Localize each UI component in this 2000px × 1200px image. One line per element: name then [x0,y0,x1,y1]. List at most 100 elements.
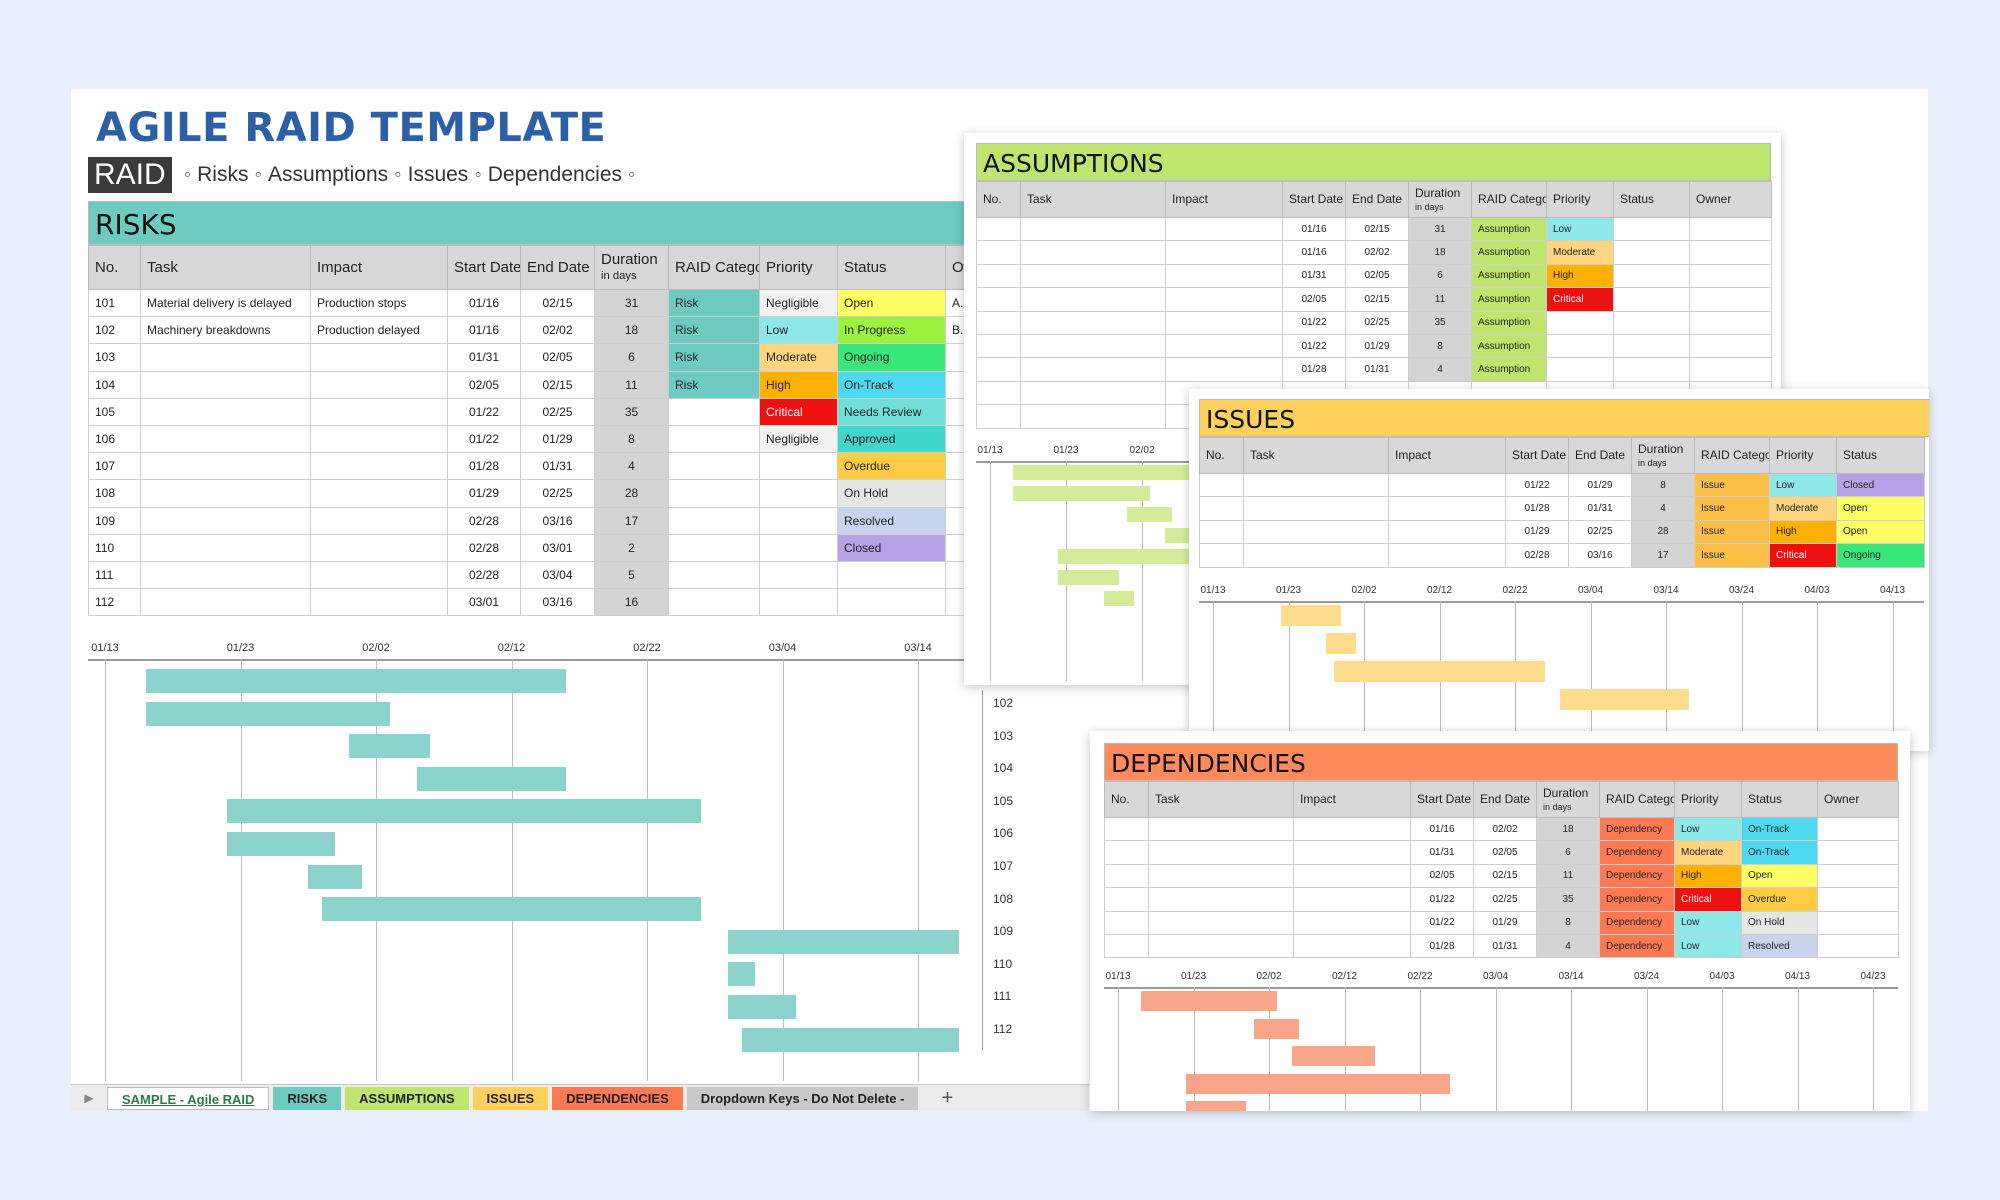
table-cell-cat[interactable]: Assumption [1471,240,1547,265]
table-cell-impact[interactable] [310,560,448,590]
table-cell-priority[interactable] [1546,333,1614,359]
table-cell-start[interactable]: 01/16 [1282,240,1346,265]
table-cell-cat[interactable]: Dependency [1599,933,1675,959]
table-cell-priority[interactable]: High [1674,863,1742,889]
table-cell-impact[interactable] [310,452,448,481]
table-cell-dur[interactable]: 18 [1408,240,1472,265]
table-cell-no[interactable]: 107 [88,452,141,481]
table-cell-status[interactable]: Open [837,288,946,318]
gantt-bar[interactable] [728,995,797,1019]
table-cell-dur[interactable]: 31 [1408,216,1472,242]
table-cell-task[interactable] [140,397,311,426]
table-cell-status[interactable]: Overdue [1741,887,1818,912]
table-cell-priority[interactable]: Low [759,316,838,345]
gantt-bar[interactable] [226,832,336,856]
tab-scroll-right-icon[interactable]: ▶ [84,1091,94,1105]
table-cell-empty[interactable] [1199,496,1244,521]
table-cell-dur[interactable]: 6 [1408,263,1472,289]
table-cell-end[interactable]: 02/05 [520,343,595,372]
table-cell-empty[interactable] [1104,933,1149,959]
table-cell-empty[interactable] [1293,910,1411,935]
table-cell-status[interactable]: Resolved [837,506,946,535]
table-cell-no[interactable]: 111 [88,560,141,590]
table-cell-task[interactable] [140,506,311,535]
table-cell-empty[interactable] [1148,840,1294,865]
gantt-bar[interactable] [728,929,959,954]
table-cell-start[interactable]: 01/16 [1282,216,1346,242]
table-cell-end[interactable]: 01/31 [1473,933,1537,959]
table-cell-impact[interactable] [310,479,448,508]
table-cell-status[interactable]: In Progress [837,316,946,345]
table-cell-start[interactable]: 01/22 [1410,887,1474,912]
table-cell-empty[interactable] [1388,472,1506,498]
table-cell-no[interactable]: 110 [88,533,141,562]
table-cell-empty[interactable] [1243,519,1389,545]
gantt-bar[interactable] [145,669,566,693]
table-cell-priority[interactable]: Low [1674,816,1742,842]
table-cell-end[interactable]: 03/16 [520,588,595,617]
table-cell-task[interactable] [140,588,311,617]
table-cell-empty[interactable] [976,240,1021,265]
table-cell-status[interactable]: Open [1836,519,1925,545]
table-cell-priority[interactable]: Critical [1769,543,1837,568]
table-cell-status[interactable]: On Hold [1741,910,1818,935]
table-cell-priority[interactable]: Moderate [759,343,838,372]
table-cell-start[interactable]: 01/31 [1282,263,1346,289]
table-cell-empty[interactable] [1293,933,1411,959]
table-cell-empty[interactable] [1243,496,1389,521]
table-cell-empty[interactable] [1689,287,1772,312]
table-cell-end[interactable]: 02/15 [1345,287,1409,312]
sheet-tab[interactable]: SAMPLE - Agile RAID [107,1086,270,1110]
table-cell-dur[interactable]: 18 [1536,816,1600,842]
subnav-item-risks[interactable]: Risks [197,163,249,186]
table-cell-end[interactable]: 01/31 [1568,496,1632,521]
table-cell-impact[interactable] [310,370,448,399]
table-cell-cat[interactable]: Dependency [1599,840,1675,865]
table-cell-empty[interactable] [1020,357,1166,382]
table-cell-empty[interactable] [1199,519,1244,545]
table-cell-empty[interactable] [1165,287,1283,312]
table-cell-dur[interactable]: 16 [594,588,669,617]
table-cell-task[interactable] [140,533,311,562]
table-cell-dur[interactable]: 6 [1536,840,1600,865]
table-cell-priority[interactable]: Low [1674,933,1742,959]
table-cell-end[interactable]: 02/05 [1473,840,1537,865]
table-cell-empty[interactable] [1165,240,1283,265]
table-cell-end[interactable]: 02/15 [520,288,595,318]
table-cell-end[interactable]: 02/25 [1568,519,1632,545]
sheet-tab[interactable]: ISSUES [472,1086,549,1110]
table-cell-start[interactable]: 03/01 [447,588,521,617]
table-cell-cat[interactable] [668,397,760,426]
table-cell-priority[interactable]: Negligible [759,288,838,318]
table-cell-status[interactable]: Closed [1836,472,1925,498]
table-cell-empty[interactable] [1613,216,1690,242]
table-cell-dur[interactable]: 28 [594,479,669,508]
table-cell-priority[interactable]: Negligible [759,424,838,454]
table-cell-dur[interactable]: 35 [1408,310,1472,335]
table-cell-cat[interactable]: Issue [1694,472,1770,498]
table-cell-cat[interactable]: Issue [1694,543,1770,568]
table-cell-dur[interactable]: 8 [1631,472,1695,498]
table-cell-empty[interactable] [1148,816,1294,842]
gantt-bar[interactable] [1280,605,1342,626]
table-cell-priority[interactable] [759,506,838,535]
table-cell-cat[interactable]: Dependency [1599,910,1675,935]
table-cell-no[interactable]: 101 [88,288,141,318]
table-cell-start[interactable]: 02/28 [447,533,521,562]
table-cell-priority[interactable]: High [1769,519,1837,545]
table-cell-cat[interactable]: Risk [668,316,760,345]
table-cell-empty[interactable] [1243,543,1389,568]
table-cell-empty[interactable] [1817,910,1899,935]
table-cell-status[interactable]: On-Track [1741,840,1818,865]
table-cell-status[interactable]: Needs Review [837,397,946,426]
table-cell-priority[interactable] [759,588,838,617]
table-cell-start[interactable]: 01/22 [1410,910,1474,935]
table-cell-empty[interactable] [1165,333,1283,359]
table-cell-no[interactable]: 103 [88,343,141,372]
table-cell-end[interactable]: 02/25 [520,479,595,508]
table-cell-empty[interactable] [1613,310,1690,335]
table-cell-empty[interactable] [1817,816,1899,842]
table-cell-empty[interactable] [976,287,1021,312]
table-cell-empty[interactable] [1689,357,1772,382]
table-cell-status[interactable]: Ongoing [837,343,946,372]
